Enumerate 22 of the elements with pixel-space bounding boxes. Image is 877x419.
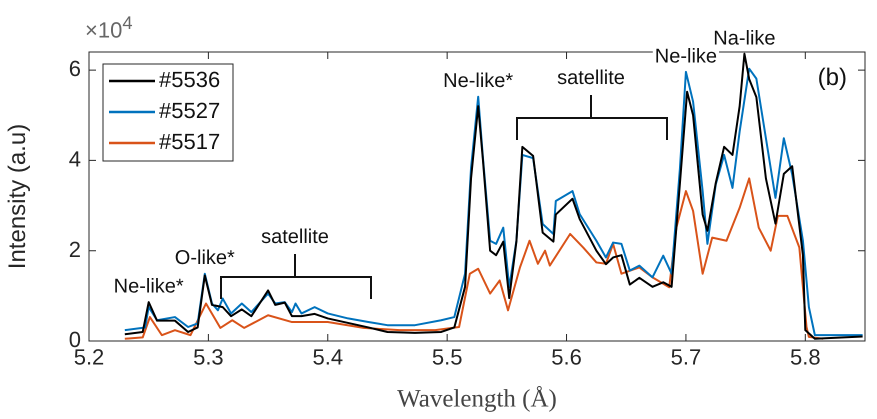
annotation: Ne-like* [443, 70, 514, 92]
x-tick-label: 5.5 [432, 344, 462, 370]
legend-label: #5527 [159, 98, 220, 124]
y-axis-title: Intensity (a.u) [4, 124, 32, 270]
x-tick-label: 5.6 [551, 344, 582, 370]
x-tick-label: 5.8 [790, 344, 821, 370]
text: ×10$^{4}$ [85, 12, 133, 44]
x-tick-label: 5.7 [670, 344, 702, 370]
x-tick-label: 5.3 [193, 344, 224, 370]
legend-label: #5536 [159, 67, 220, 92]
x-axis-title: Wavelength (Å) [397, 386, 557, 413]
y-tick-label: 6 [68, 56, 81, 82]
annotation: (b) [818, 64, 847, 92]
y-tick-label: 4 [68, 146, 81, 172]
legend-label: #5517 [159, 129, 220, 154]
annotation: satellite [260, 226, 330, 249]
x-tick-label: 5.4 [312, 344, 344, 370]
annotation: Ne-like [654, 45, 718, 68]
annotation: satellite [556, 67, 626, 90]
annotation: Ne-like* [114, 276, 184, 298]
annotation: O-like* [174, 247, 236, 270]
y-tick-label: 2 [68, 236, 81, 262]
